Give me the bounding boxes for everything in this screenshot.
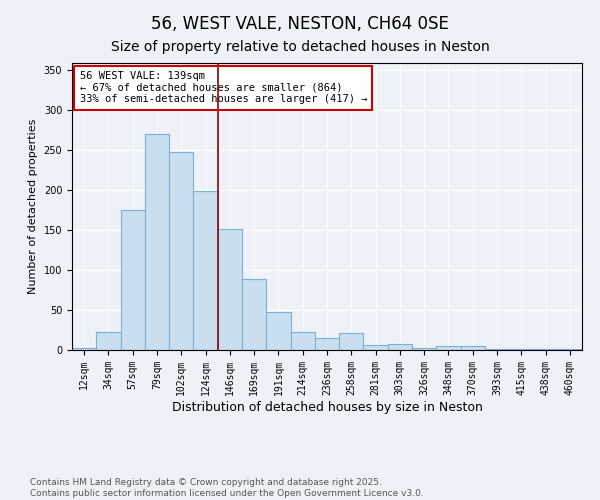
Y-axis label: Number of detached properties: Number of detached properties xyxy=(28,118,38,294)
Bar xyxy=(339,333,364,350)
Bar xyxy=(169,152,193,350)
Bar xyxy=(315,338,339,350)
Bar xyxy=(121,210,145,350)
Bar xyxy=(290,332,315,350)
X-axis label: Distribution of detached houses by size in Neston: Distribution of detached houses by size … xyxy=(172,400,482,413)
Bar xyxy=(509,349,533,350)
Text: 56, WEST VALE, NESTON, CH64 0SE: 56, WEST VALE, NESTON, CH64 0SE xyxy=(151,15,449,33)
Bar xyxy=(388,344,412,350)
Bar xyxy=(72,348,96,350)
Bar xyxy=(242,279,266,350)
Bar xyxy=(96,332,121,350)
Text: Size of property relative to detached houses in Neston: Size of property relative to detached ho… xyxy=(110,40,490,54)
Bar xyxy=(145,134,169,350)
Bar xyxy=(533,349,558,350)
Bar xyxy=(193,191,218,350)
Bar xyxy=(412,348,436,350)
Bar xyxy=(436,346,461,350)
Bar xyxy=(218,228,242,350)
Bar xyxy=(266,312,290,350)
Bar xyxy=(558,349,582,350)
Bar xyxy=(485,349,509,350)
Bar xyxy=(461,346,485,350)
Text: 56 WEST VALE: 139sqm
← 67% of detached houses are smaller (864)
33% of semi-deta: 56 WEST VALE: 139sqm ← 67% of detached h… xyxy=(80,71,367,104)
Text: Contains HM Land Registry data © Crown copyright and database right 2025.
Contai: Contains HM Land Registry data © Crown c… xyxy=(30,478,424,498)
Bar xyxy=(364,345,388,350)
